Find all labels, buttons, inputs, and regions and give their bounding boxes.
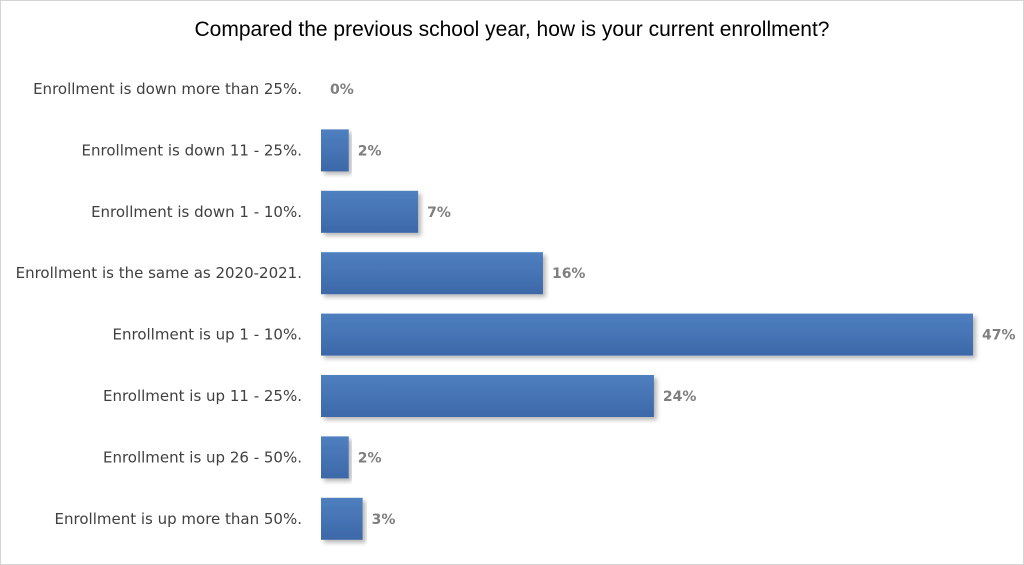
category-label: Enrollment is the same as 2020-2021.: [16, 264, 302, 282]
category-label: Enrollment is down 11 - 25%.: [82, 141, 302, 159]
data-label: 2%: [358, 143, 382, 159]
category-label: Enrollment is down 1 - 10%.: [91, 203, 302, 221]
bar: [321, 313, 973, 356]
bar: [321, 190, 419, 233]
data-label: 2%: [358, 450, 382, 466]
data-label: 3%: [372, 512, 396, 528]
category-label: Enrollment is down more than 25%.: [33, 80, 302, 98]
bar: [321, 375, 654, 417]
category-labels: Enrollment is down more than 25%. Enrollm…: [16, 80, 302, 528]
category-label: Enrollment is up 26 - 50%.: [103, 448, 302, 466]
data-label: 16%: [552, 266, 586, 282]
category-label: Enrollment is up 1 - 10%.: [113, 326, 302, 344]
bar: [321, 252, 543, 295]
data-label: 0%: [330, 82, 354, 98]
bar: [321, 497, 363, 540]
data-label: 47%: [982, 328, 1016, 344]
bar: [321, 436, 349, 479]
chart-title: Compared the previous school year, how i…: [195, 18, 830, 41]
bars: [321, 129, 973, 540]
data-label: 7%: [427, 205, 451, 221]
bar: [321, 129, 349, 172]
value-labels: 0% 2% 7% 16% 47% 24% 2% 3%: [330, 82, 1016, 528]
category-label: Enrollment is up more than 50%.: [55, 510, 302, 528]
category-label: Enrollment is up 11 - 25%.: [103, 387, 302, 405]
data-label: 24%: [663, 389, 697, 405]
